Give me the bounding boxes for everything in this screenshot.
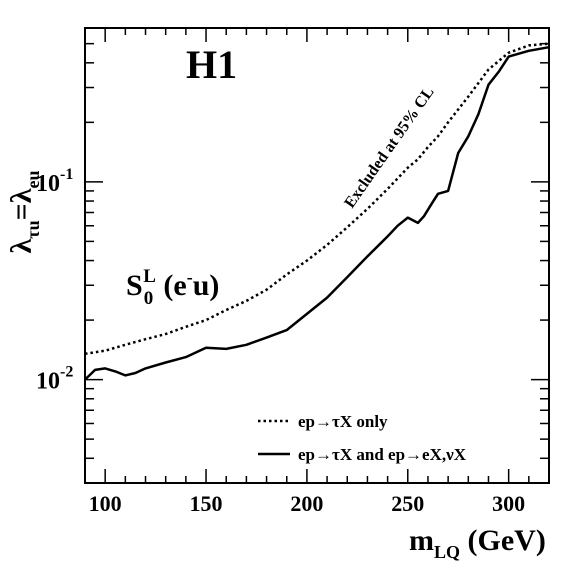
x-tick-label: 100 xyxy=(89,491,122,516)
plot-frame xyxy=(84,27,550,484)
ylabel-a-sub: τu xyxy=(23,220,43,238)
model-sub: 0 xyxy=(144,288,154,309)
model-rest-tail: u) xyxy=(193,269,220,302)
model-sup: L xyxy=(143,266,156,287)
model-label: S0L (e-u) xyxy=(126,266,219,309)
legend-label-dotted: ep→τX only xyxy=(298,412,388,431)
y-tick-base: 10 xyxy=(36,369,60,395)
y-tick-label: 10-2 xyxy=(36,364,73,395)
y-tick-exp: -2 xyxy=(60,364,73,381)
y-ticks: 10-210-1 xyxy=(36,42,549,484)
series-line-dotted xyxy=(84,42,550,356)
model-main: S xyxy=(126,269,143,302)
model-rest-sup: - xyxy=(187,267,193,287)
plot-content xyxy=(84,42,550,381)
xlabel-unit: (GeV) xyxy=(460,524,546,557)
x-tick-label: 250 xyxy=(391,491,424,516)
y-tick-exp: -1 xyxy=(60,166,73,183)
y-tick-base: 10 xyxy=(36,171,60,197)
legend-label-solid: ep→τX and ep→eX,νX xyxy=(298,445,467,464)
ylabel-b: λ xyxy=(5,188,38,203)
ylabel-a: λ xyxy=(5,238,38,253)
xlabel-sub: LQ xyxy=(434,542,460,562)
y-axis-label: λτu=λeu xyxy=(5,171,43,254)
model-rest: (e xyxy=(156,269,187,302)
xlabel-main: m xyxy=(409,524,434,557)
experiment-label: H1 xyxy=(186,42,237,87)
x-tick-label: 150 xyxy=(190,491,223,516)
excluded-annotation: Excluded at 95% CL xyxy=(341,84,437,211)
x-tick-label: 300 xyxy=(492,491,525,516)
ylabel-b-sub: eu xyxy=(23,171,43,189)
legend: ep→τX only ep→τX and ep→eX,νX xyxy=(258,412,467,464)
x-axis-label: mLQ (GeV) xyxy=(409,524,546,562)
x-tick-label: 200 xyxy=(290,491,323,516)
y-tick-label: 10-1 xyxy=(36,166,73,197)
x-ticks: 100 150 200 250 300 xyxy=(84,28,550,516)
series-line-solid xyxy=(84,45,550,381)
ylabel-eq: = xyxy=(5,203,38,220)
